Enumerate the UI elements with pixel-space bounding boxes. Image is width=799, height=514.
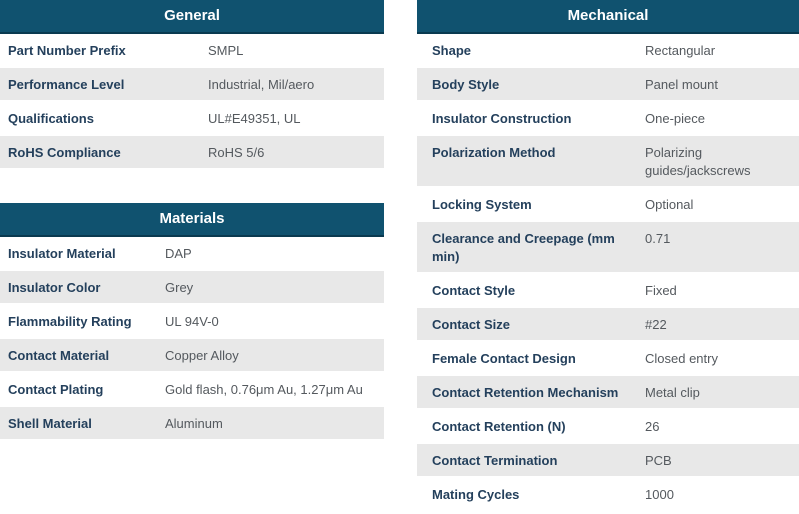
spec-row: Insulator Material DAP bbox=[0, 237, 384, 271]
spec-label: Insulator Material bbox=[8, 246, 116, 261]
spec-label: Female Contact Design bbox=[432, 351, 576, 366]
spec-column-right: Mechanical Shape Rectangular Body Style Pan… bbox=[417, 0, 799, 512]
spec-label: Insulator Color bbox=[8, 280, 101, 295]
spec-label: Part Number Prefix bbox=[8, 43, 126, 58]
spec-label: Contact Retention (N) bbox=[432, 419, 566, 434]
spec-label: Body Style bbox=[432, 77, 500, 92]
general-table-rows: Part Number Prefix SMPL Performance Level I… bbox=[0, 34, 384, 170]
spec-value: UL#E49351, UL bbox=[208, 111, 301, 126]
spec-row: Clearance and Creepage (mm min) 0.71 bbox=[417, 222, 799, 274]
spec-label: Contact Material bbox=[8, 348, 110, 363]
spec-value: 1000 bbox=[645, 487, 674, 502]
spec-label: Shape bbox=[432, 43, 472, 58]
spec-value: SMPL bbox=[208, 43, 244, 58]
spec-row: Shape Rectangular bbox=[417, 34, 799, 68]
spec-value: UL 94V-0 bbox=[165, 314, 219, 329]
spec-value: Grey bbox=[165, 280, 194, 295]
spec-value: 26 bbox=[645, 419, 660, 434]
spec-row: Part Number Prefix SMPL bbox=[0, 34, 384, 68]
spec-label: Contact Size bbox=[432, 317, 511, 332]
spec-row: Contact Retention (N) 26 bbox=[417, 410, 799, 444]
spec-row: Qualifications UL#E49351, UL bbox=[0, 102, 384, 136]
spec-value: PCB bbox=[645, 453, 672, 468]
spec-row: Contact Plating Gold flash, 0.76μm Au, 1.… bbox=[0, 373, 384, 407]
spec-value: Metal clip bbox=[645, 385, 700, 400]
spec-row: Contact Termination PCB bbox=[417, 444, 799, 478]
spec-label: Polarization Method bbox=[432, 145, 556, 160]
spec-label: RoHS Compliance bbox=[8, 145, 121, 160]
spec-row: Shell Material Aluminum bbox=[0, 407, 384, 441]
spec-value: Aluminum bbox=[165, 416, 223, 431]
mechanical-table-title: Mechanical bbox=[417, 0, 799, 34]
spec-value: DAP bbox=[165, 246, 192, 261]
materials-table-rows: Insulator Material DAP Insulator Color Grey… bbox=[0, 237, 384, 441]
spec-label: Locking System bbox=[432, 197, 532, 212]
spec-value: Optional bbox=[645, 197, 694, 212]
spec-row: Polarization Method Polarizing guides/jac… bbox=[417, 136, 799, 188]
spec-row: Body Style Panel mount bbox=[417, 68, 799, 102]
spec-label: Shell Material bbox=[8, 416, 92, 431]
materials-table: Materials Insulator Material DAP Insulator… bbox=[0, 203, 384, 441]
spec-value: Polarizing guides/jackscrews bbox=[645, 145, 751, 178]
mechanical-table-rows: Shape Rectangular Body Style Panel mount Ins… bbox=[417, 34, 799, 512]
spec-value: Copper Alloy bbox=[165, 348, 239, 363]
mechanical-table: Mechanical Shape Rectangular Body Style Pan… bbox=[417, 0, 799, 512]
spec-row: Performance Level Industrial, Mil/aero bbox=[0, 68, 384, 102]
spec-value: Closed entry bbox=[645, 351, 718, 366]
spec-value: RoHS 5/6 bbox=[208, 145, 265, 160]
spec-value: 0.71 bbox=[645, 231, 671, 246]
spec-row: Female Contact Design Closed entry bbox=[417, 342, 799, 376]
spec-label: Insulator Construction bbox=[432, 111, 572, 126]
spec-value: One-piece bbox=[645, 111, 705, 126]
general-table-title: General bbox=[0, 0, 384, 34]
spec-label: Qualifications bbox=[8, 111, 94, 126]
spec-row: Locking System Optional bbox=[417, 188, 799, 222]
spec-label: Contact Retention Mechanism bbox=[432, 385, 619, 400]
spec-row: Contact Size #22 bbox=[417, 308, 799, 342]
general-table: General Part Number Prefix SMPL Performanc… bbox=[0, 0, 384, 170]
spec-label: Clearance and Creepage (mm min) bbox=[432, 231, 615, 264]
spec-value: Rectangular bbox=[645, 43, 716, 58]
spec-label: Flammability Rating bbox=[8, 314, 132, 329]
spec-value: Panel mount bbox=[645, 77, 718, 92]
spec-row: RoHS Compliance RoHS 5/6 bbox=[0, 136, 384, 170]
spec-row: Flammability Rating UL 94V-0 bbox=[0, 305, 384, 339]
materials-table-title: Materials bbox=[0, 203, 384, 237]
spec-label: Contact Style bbox=[432, 283, 516, 298]
spec-row: Insulator Construction One-piece bbox=[417, 102, 799, 136]
spec-row: Contact Retention Mechanism Metal clip bbox=[417, 376, 799, 410]
spec-value: #22 bbox=[645, 317, 667, 332]
spec-value: Fixed bbox=[645, 283, 677, 298]
spec-row: Contact Style Fixed bbox=[417, 274, 799, 308]
spec-row: Insulator Color Grey bbox=[0, 271, 384, 305]
spec-column-left: General Part Number Prefix SMPL Performanc… bbox=[0, 0, 384, 441]
spec-value: Gold flash, 0.76μm Au, 1.27μm Au bbox=[165, 382, 363, 397]
spec-label: Mating Cycles bbox=[432, 487, 520, 502]
spec-row: Mating Cycles 1000 bbox=[417, 478, 799, 512]
spec-row: Contact Material Copper Alloy bbox=[0, 339, 384, 373]
spec-label: Performance Level bbox=[8, 77, 125, 92]
spec-label: Contact Termination bbox=[432, 453, 558, 468]
spec-label: Contact Plating bbox=[8, 382, 104, 397]
spec-value: Industrial, Mil/aero bbox=[208, 77, 315, 92]
